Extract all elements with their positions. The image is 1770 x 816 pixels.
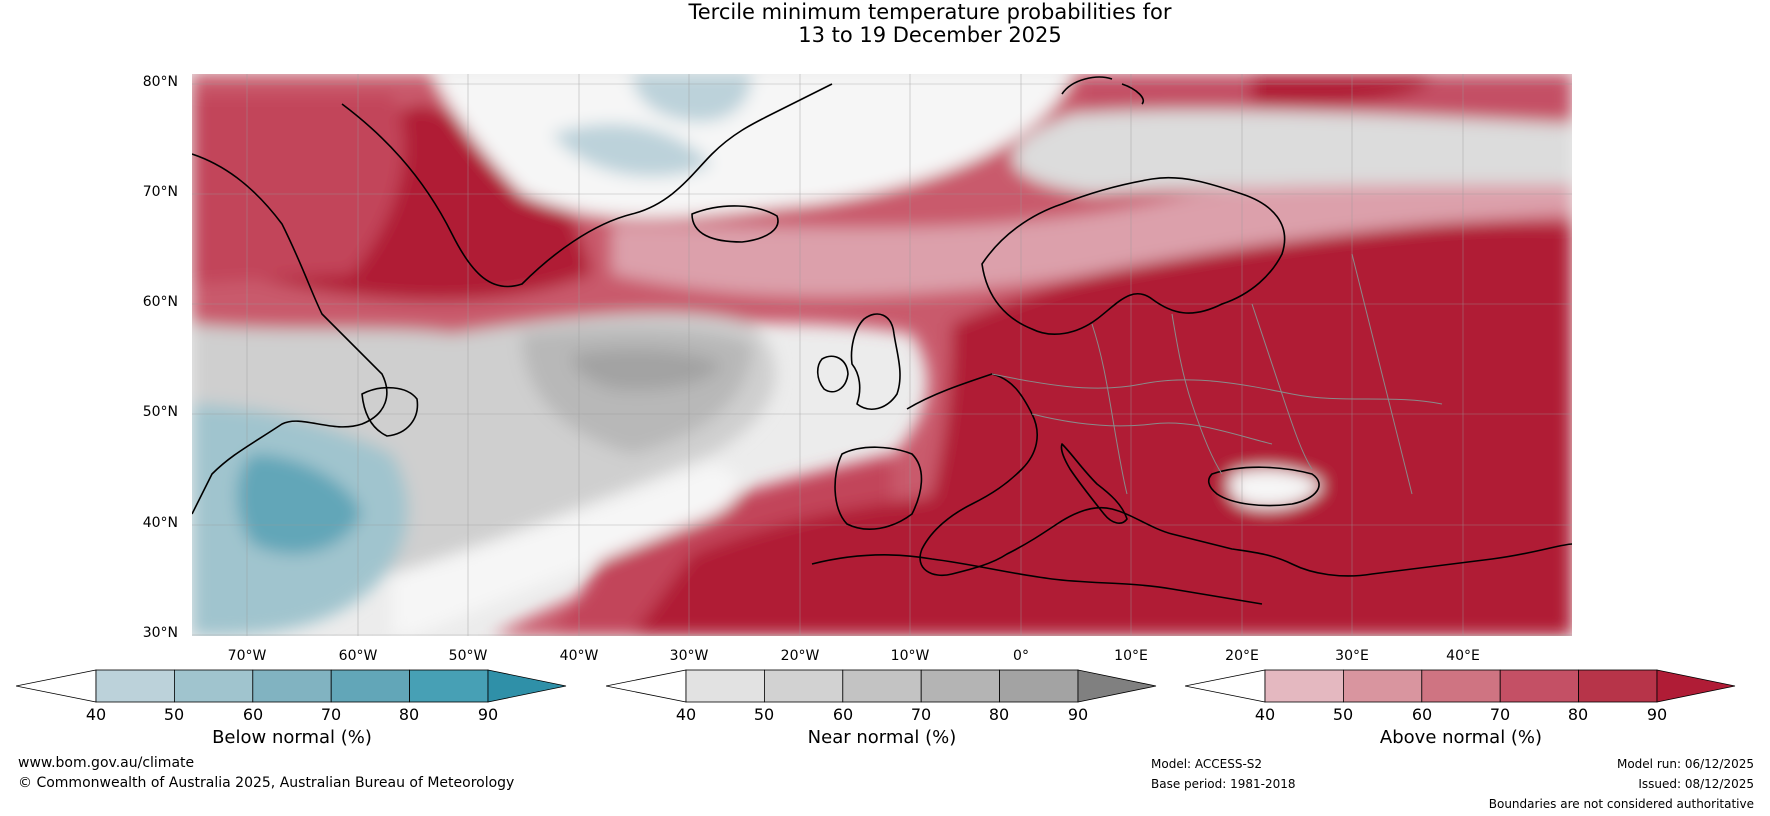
colorbar-segment	[95, 669, 175, 703]
below-tick-80: 80	[398, 705, 420, 724]
colorbar-segment	[999, 669, 1079, 703]
above-normal-title: Above normal (%)	[1379, 727, 1543, 748]
above-tick-40: 40	[1254, 705, 1276, 724]
chart-title-line2: 13 to 19 December 2025	[798, 23, 1062, 47]
lon-label-60w: 60°W	[338, 648, 378, 664]
near-tick-70: 70	[910, 705, 932, 724]
lon-label-40w: 40°W	[559, 648, 599, 664]
map-svg	[192, 74, 1572, 636]
below-tick-50: 50	[163, 705, 185, 724]
lon-label-20e: 20°E	[1225, 648, 1259, 664]
country-borders	[991, 253, 1443, 495]
colorbar-segment	[842, 669, 922, 703]
below-normal-title: Below normal (%)	[212, 727, 372, 748]
lat-label-50n: 50°N	[142, 404, 178, 420]
near-tick-40: 40	[675, 705, 697, 724]
colorbar-extension-low	[16, 669, 97, 703]
colorbar-segment	[173, 669, 254, 703]
lon-label-20w: 20°W	[780, 648, 820, 664]
below-tick-60: 60	[242, 705, 264, 724]
footer-base-period: Base period: 1981-2018	[1151, 777, 1296, 791]
colorbar-below-normal	[16, 669, 567, 703]
colorbar-extension-low	[606, 669, 687, 703]
near-tick-80: 80	[988, 705, 1010, 724]
above-tick-60: 60	[1411, 705, 1433, 724]
colorbar-segment	[1342, 669, 1423, 703]
colorbar-segment	[330, 669, 411, 703]
footer-disclaimer: Boundaries are not considered authoritat…	[1488, 797, 1754, 811]
colorbar-above-normal	[1185, 669, 1736, 703]
chart-title-line1: Tercile minimum temperature probabilitie…	[688, 0, 1172, 24]
footer-url: www.bom.gov.au/climate	[18, 755, 195, 771]
lon-label-30e: 30°E	[1335, 648, 1369, 664]
lon-label-30w: 30°W	[669, 648, 709, 664]
probability-map	[192, 74, 1572, 636]
footer-copyright: © Commonwealth of Australia 2025, Austra…	[18, 775, 515, 791]
colorbar-segment	[1421, 669, 1501, 703]
footer-model-run: Model run: 06/12/2025	[1616, 757, 1754, 771]
graticule	[192, 74, 1572, 636]
lat-label-70n: 70°N	[142, 184, 178, 200]
colorbar-segment	[1264, 669, 1344, 703]
below-tick-70: 70	[320, 705, 342, 724]
footer-issued: Issued: 08/12/2025	[1638, 777, 1754, 791]
colorbar-segment	[1499, 669, 1580, 703]
near-tick-50: 50	[753, 705, 775, 724]
colorbar-extension-high	[1077, 669, 1157, 703]
lon-label-10w: 10°W	[890, 648, 930, 664]
above-tick-50: 50	[1332, 705, 1354, 724]
colorbar-extension-high	[487, 669, 567, 703]
coastlines	[192, 76, 1572, 605]
colorbar-segment	[252, 669, 332, 703]
lat-label-40n: 40°N	[142, 515, 178, 531]
near-tick-60: 60	[832, 705, 854, 724]
lat-label-30n: 30°N	[142, 625, 178, 641]
lon-label-70w: 70°W	[227, 648, 267, 664]
lon-label-10e: 10°E	[1114, 648, 1148, 664]
lat-label-60n: 60°N	[142, 294, 178, 310]
above-tick-90: 90	[1646, 705, 1668, 724]
colorbar-segment	[1578, 669, 1658, 703]
lon-label-0: 0°	[1013, 648, 1029, 664]
near-tick-90: 90	[1067, 705, 1089, 724]
colorbar-extension-low	[1185, 669, 1266, 703]
above-tick-70: 70	[1489, 705, 1511, 724]
above-tick-80: 80	[1567, 705, 1589, 724]
footer-model: Model: ACCESS-S2	[1151, 757, 1263, 771]
colorbar-near-normal	[606, 669, 1157, 703]
below-tick-90: 90	[477, 705, 499, 724]
below-tick-40: 40	[85, 705, 107, 724]
colorbar-segment	[763, 669, 844, 703]
colorbar-segment	[685, 669, 765, 703]
colorbar-segment	[409, 669, 489, 703]
lon-label-50w: 50°W	[448, 648, 488, 664]
lon-label-40e: 40°E	[1446, 648, 1480, 664]
near-normal-title: Near normal (%)	[807, 727, 957, 748]
colorbar-extension-high	[1656, 669, 1736, 703]
colorbar-segment	[920, 669, 1001, 703]
lat-label-80n: 80°N	[142, 74, 178, 90]
